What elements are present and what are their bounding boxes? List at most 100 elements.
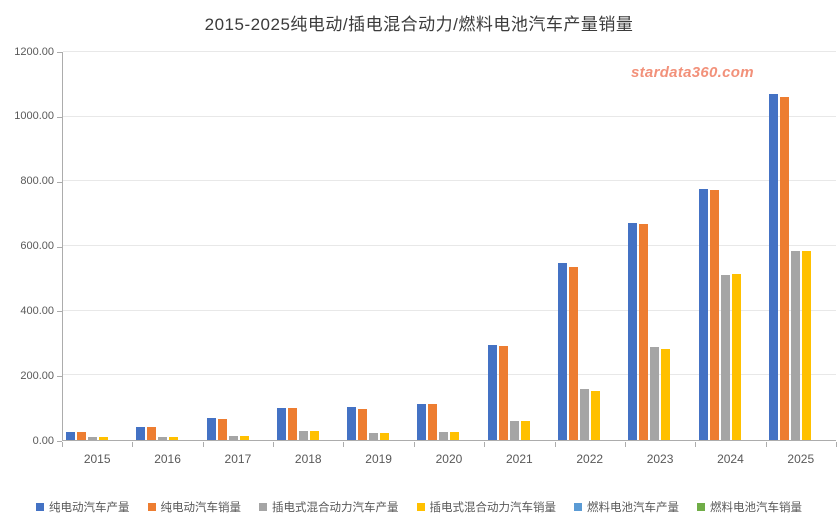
bar-纯电动汽车销量-2023 <box>639 223 649 440</box>
x-axis-label-2020: 2020 <box>435 452 463 466</box>
bars-row <box>63 52 836 440</box>
bar-纯电动汽车销量-2022 <box>568 266 578 440</box>
x-axis-tick-9 <box>695 442 697 447</box>
legend-swatch-icon <box>147 503 156 511</box>
bar-纯电动汽车产量-2024 <box>698 189 708 440</box>
x-axis-tick-11 <box>836 442 837 447</box>
bar-纯电动汽车产量-2016 <box>136 426 146 440</box>
y-axis-tick-400 <box>57 311 62 313</box>
bar-纯电动汽车产量-2017 <box>206 418 216 440</box>
bar-group-2025 <box>766 52 836 440</box>
x-axis-tick-6 <box>484 442 486 447</box>
y-axis-label-400: 400.00 <box>20 304 54 317</box>
bar-纯电动汽车销量-2016 <box>147 426 157 440</box>
x-axis-label-2023: 2023 <box>646 452 674 466</box>
bar-group-2015 <box>63 52 133 440</box>
y-axis-tick-0 <box>57 441 62 442</box>
bar-group-2024 <box>695 52 765 440</box>
x-axis-tick-7 <box>554 442 556 447</box>
bar-插电式混合动力汽车销量-2023 <box>661 349 671 440</box>
bar-插电式混合动力汽车产量-2017 <box>228 435 238 440</box>
legend: 纯电动汽车产量 纯电动汽车销量 插电式混合动力汽车产量 插电式混合动力汽车销量 燃料电池… <box>0 499 838 515</box>
bar-纯电动汽车销量-2019 <box>358 408 368 440</box>
legend-label: 插电式混合动力汽车产量 <box>272 502 399 514</box>
bar-纯电动汽车销量-2015 <box>77 432 87 440</box>
bar-插电式混合动力汽车产量-2015 <box>88 437 98 440</box>
bar-插电式混合动力汽车销量-2020 <box>450 431 460 440</box>
x-axis-tick-3 <box>273 442 275 447</box>
bar-group-2016 <box>133 52 203 440</box>
x-axis-tick-0 <box>62 442 63 447</box>
chart-title: 2015-2025纯电动/插电混合动力/燃料电池汽车产量销量 <box>204 15 634 34</box>
bar-插电式混合动力汽车产量-2023 <box>650 346 660 440</box>
x-axis-tick-10 <box>765 442 767 447</box>
legend-label: 插电式混合动力汽车销量 <box>429 502 557 514</box>
gridline-600 <box>63 245 836 246</box>
y-axis-label-1000: 1000.00 <box>14 110 54 123</box>
legend-item-燃料电池汽车销量: 燃料电池汽车销量 <box>697 499 802 515</box>
bar-插电式混合动力汽车产量-2016 <box>158 437 168 440</box>
bar-插电式混合动力汽车产量-2018 <box>298 430 308 440</box>
bar-纯电动汽车产量-2022 <box>557 263 567 440</box>
bar-纯电动汽车销量-2021 <box>498 345 508 440</box>
y-axis-label-200: 200.00 <box>20 369 54 382</box>
bar-插电式混合动力汽车销量-2024 <box>731 273 741 440</box>
y-axis-tick-200 <box>57 376 62 378</box>
y-axis-label-600: 600.00 <box>20 240 54 252</box>
plot-area <box>62 51 836 441</box>
bar-纯电动汽车产量-2020 <box>417 404 427 440</box>
legend-swatch-icon <box>259 503 267 511</box>
x-axis-label-2022: 2022 <box>576 452 604 466</box>
x-axis-tick-1 <box>132 442 134 447</box>
y-axis-label-1200: 1200.00 <box>14 45 54 58</box>
bar-插电式混合动力汽车销量-2018 <box>309 431 319 440</box>
bar-插电式混合动力汽车产量-2020 <box>439 431 449 440</box>
x-axis-tick-4 <box>343 442 345 447</box>
x-axis-tick-2 <box>202 442 204 447</box>
bar-插电式混合动力汽车销量-2022 <box>590 390 600 440</box>
legend-item-插电式混合动力汽车销量: 插电式混合动力汽车销量 <box>416 499 557 515</box>
y-axis-tick-600 <box>57 246 62 248</box>
bar-插电式混合动力汽车产量-2021 <box>509 420 519 440</box>
bar-纯电动汽车销量-2025 <box>779 97 789 440</box>
bar-group-2018 <box>274 52 344 440</box>
bar-纯电动汽车产量-2019 <box>347 407 357 440</box>
x-axis-tick-8 <box>624 442 626 447</box>
bar-插电式混合动力汽车销量-2025 <box>801 251 811 440</box>
bar-group-2023 <box>625 52 695 440</box>
legend-swatch-icon <box>697 503 705 511</box>
bar-纯电动汽车产量-2025 <box>768 94 778 440</box>
legend-label: 燃料电池汽车产量 <box>587 502 679 514</box>
x-axis-label-2021: 2021 <box>505 452 533 466</box>
y-axis-label-0: 0.00 <box>32 434 54 447</box>
bar-纯电动汽车产量-2021 <box>487 344 497 440</box>
x-axis-label-2018: 2018 <box>294 452 322 466</box>
gridline-400 <box>63 309 836 311</box>
legend-item-插电式混合动力汽车产量: 插电式混合动力汽车产量 <box>259 499 399 515</box>
watermark: stardata360.com <box>631 64 754 81</box>
x-axis-label-2017: 2017 <box>224 452 252 466</box>
bar-纯电动汽车产量-2015 <box>66 431 76 440</box>
legend-item-燃料电池汽车产量: 燃料电池汽车产量 <box>574 499 679 515</box>
gridline-200 <box>63 374 836 376</box>
legend-swatch-icon <box>36 503 44 511</box>
legend-swatch-icon <box>416 503 425 511</box>
bar-插电式混合动力汽车产量-2025 <box>790 250 800 440</box>
bar-插电式混合动力汽车销量-2016 <box>169 437 179 440</box>
y-axis-tick-1200 <box>57 52 62 53</box>
x-axis-label-2015: 2015 <box>83 452 111 466</box>
x-axis-label-2024: 2024 <box>717 452 744 466</box>
bar-group-2022 <box>555 52 625 440</box>
legend-swatch-icon <box>574 503 582 511</box>
x-axis-label-2025: 2025 <box>787 452 815 466</box>
x-axis-label-2016: 2016 <box>154 452 181 466</box>
bar-group-2017 <box>204 52 274 440</box>
bar-group-2019 <box>344 52 414 440</box>
legend-item-纯电动汽车产量: 纯电动汽车产量 <box>36 499 130 515</box>
x-axis-tick-5 <box>413 442 415 447</box>
bar-纯电动汽车销量-2024 <box>709 190 719 440</box>
bar-纯电动汽车销量-2020 <box>428 403 438 440</box>
y-axis-tick-800 <box>57 181 62 183</box>
bar-插电式混合动力汽车销量-2019 <box>380 432 390 440</box>
